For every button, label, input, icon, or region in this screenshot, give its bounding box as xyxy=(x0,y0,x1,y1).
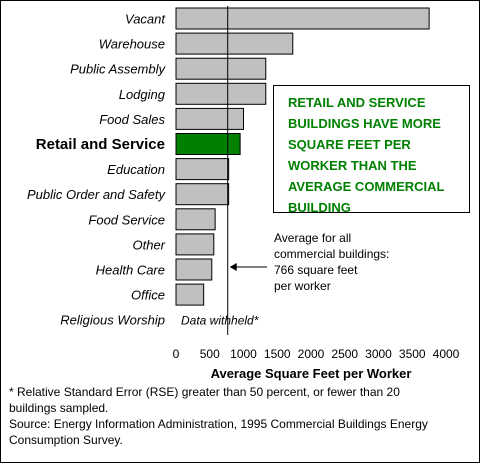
data-withheld-label: Data withheld* xyxy=(181,314,259,328)
x-tick-label: 2000 xyxy=(298,347,325,361)
bar-public-order-and-safety xyxy=(175,183,230,206)
bar-food-service xyxy=(175,208,216,231)
average-arrow-head xyxy=(229,263,237,271)
bar-education xyxy=(175,158,230,181)
bar-other xyxy=(175,233,215,256)
bar-lodging xyxy=(175,82,267,105)
category-label-other: Other xyxy=(132,237,165,252)
x-tick-label: 500 xyxy=(200,347,220,361)
x-tick-label: 0 xyxy=(173,347,180,361)
category-label-retail-and-service: Retail and Service xyxy=(36,136,165,153)
bar-food-sales xyxy=(175,107,244,130)
average-label-line: Average for all xyxy=(274,231,351,245)
category-label-vacant: Vacant xyxy=(125,12,166,27)
category-label-warehouse: Warehouse xyxy=(99,37,165,52)
footnote-line: buildings sampled. xyxy=(9,401,109,415)
footnote-line: Source: Energy Information Administratio… xyxy=(9,417,428,431)
x-tick-label: 1000 xyxy=(230,347,257,361)
callout-line: AVERAGE COMMERCIAL xyxy=(288,179,445,194)
category-label-public-order-and-safety: Public Order and Safety xyxy=(27,187,167,202)
category-label-food-sales: Food Sales xyxy=(99,112,165,127)
category-label-religious-worship: Religious Worship xyxy=(60,313,165,328)
bar-office xyxy=(175,283,205,306)
bar-public-assembly xyxy=(175,57,267,80)
category-label-lodging: Lodging xyxy=(119,87,166,102)
bar-retail-and-service xyxy=(175,133,241,155)
average-label: Average for all commercial buildings: 766 … xyxy=(274,231,389,293)
callout-line: RETAIL AND SERVICE xyxy=(288,95,426,110)
bars xyxy=(175,7,430,306)
bar-health-care xyxy=(175,258,213,281)
footnote: * Relative Standard Error (RSE) greater … xyxy=(9,384,474,448)
callout-box: RETAIL AND SERVICE BUILDINGS HAVE MORE SQU… xyxy=(273,85,470,215)
average-label-line: per worker xyxy=(274,279,331,293)
x-tick-label: 3500 xyxy=(399,347,426,361)
callout-line: WORKER THAN THE xyxy=(288,158,417,173)
category-label-food-service: Food Service xyxy=(88,212,165,227)
category-labels: Vacant Warehouse Public Assembly Lodging Foo… xyxy=(27,12,167,328)
category-label-health-care: Health Care xyxy=(96,263,165,278)
footnote-line: * Relative Standard Error (RSE) greater … xyxy=(9,385,400,399)
callout-line: SQUARE FEET PER xyxy=(288,137,411,152)
callout-line: BUILDING xyxy=(288,200,351,215)
average-label-line: 766 square feet xyxy=(274,263,358,277)
category-label-office: Office xyxy=(131,288,165,303)
x-tick-label: 1500 xyxy=(264,347,291,361)
footnote-line: Consumption Survey. xyxy=(9,433,123,447)
x-tick-label: 2500 xyxy=(331,347,358,361)
callout-line: BUILDINGS HAVE MORE xyxy=(288,116,441,131)
x-tick-label: 3000 xyxy=(365,347,392,361)
average-label-line: commercial buildings: xyxy=(274,247,389,261)
category-label-education: Education xyxy=(107,162,165,177)
bar-warehouse xyxy=(175,32,294,55)
x-axis-title: Average Square Feet per Worker xyxy=(211,366,412,381)
x-axis-ticks: 0 500 1000 1500 2000 2500 3000 3500 4000 xyxy=(173,347,460,361)
bar-vacant xyxy=(175,7,430,30)
x-tick-label: 4000 xyxy=(433,347,460,361)
category-label-public-assembly: Public Assembly xyxy=(70,62,166,77)
